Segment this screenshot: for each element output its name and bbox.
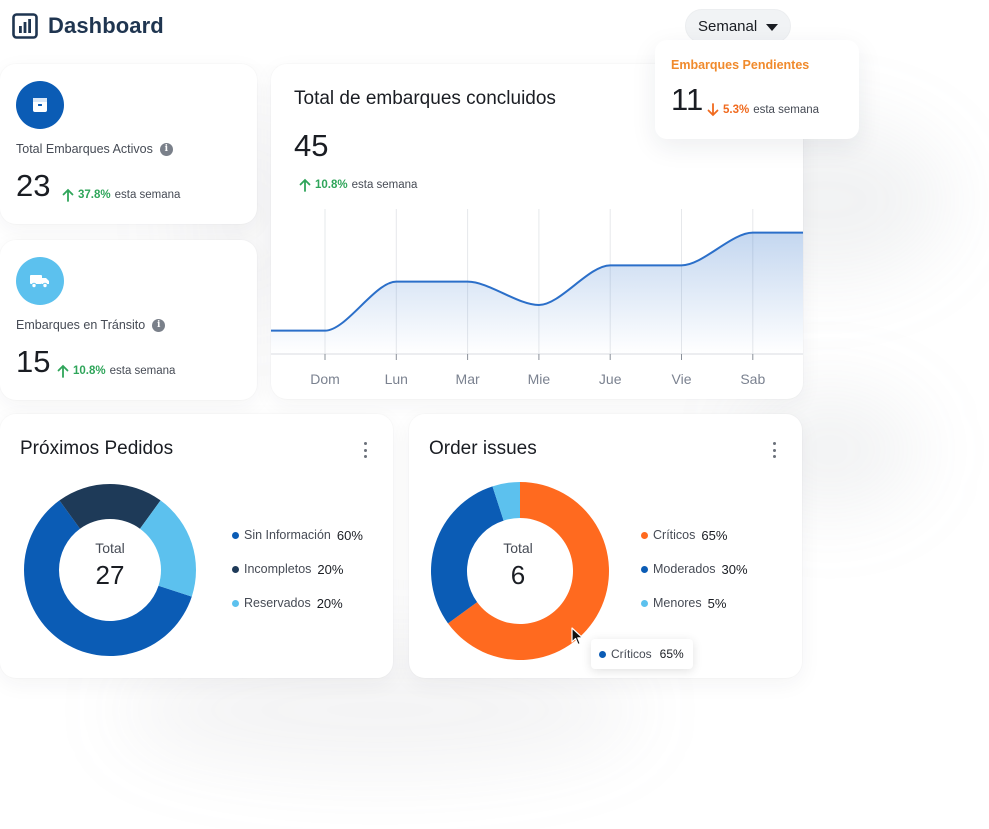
stat-label: Total Embarques Activos i bbox=[16, 142, 173, 156]
truck-icon bbox=[16, 257, 64, 305]
tooltip-color-dot bbox=[599, 650, 606, 658]
card-title: Order issues bbox=[429, 438, 537, 459]
arrow-up-icon bbox=[57, 364, 69, 378]
stat-card-pendientes: Embarques Pendientes 11 5.3% esta semana bbox=[655, 40, 859, 139]
donut-chart bbox=[431, 482, 609, 660]
x-tick-label: Vie bbox=[672, 371, 692, 387]
more-options-icon[interactable] bbox=[771, 442, 777, 458]
card-title: Próximos Pedidos bbox=[20, 438, 174, 459]
donut-slice[interactable] bbox=[59, 484, 161, 529]
stat-label: Embarques en Tránsito i bbox=[16, 318, 166, 332]
trend-indicator: 10.8% esta semana bbox=[57, 364, 175, 378]
legend-item[interactable]: Reservados 20% bbox=[232, 586, 363, 620]
stat-value: 45 bbox=[294, 128, 329, 163]
period-select-value: Semanal bbox=[698, 17, 758, 35]
legend-value: 65% bbox=[701, 527, 728, 543]
legend-item[interactable]: Menores 5% bbox=[641, 586, 748, 620]
legend-value: 30% bbox=[721, 561, 748, 577]
legend-label: Sin Información bbox=[244, 528, 331, 542]
legend-color-dot bbox=[641, 531, 648, 539]
legend-label: Moderados bbox=[653, 562, 716, 576]
donut-slice[interactable] bbox=[492, 482, 520, 521]
trend-indicator: 37.8% esta semana bbox=[62, 188, 180, 202]
trend-indicator: 5.3% esta semana bbox=[707, 103, 819, 117]
legend-color-dot bbox=[641, 599, 648, 607]
donut-total-value: 6 bbox=[510, 560, 526, 590]
legend-color-dot bbox=[232, 565, 239, 573]
area-fill bbox=[271, 232, 803, 354]
chart-tooltip: Críticos 65% bbox=[591, 639, 693, 669]
donut-slice[interactable] bbox=[431, 486, 504, 624]
legend-color-dot bbox=[232, 531, 239, 539]
page-title: Dashboard bbox=[48, 13, 164, 38]
donut-card-proximos: Próximos Pedidos Total 27 Sin Informació… bbox=[0, 414, 393, 678]
card-title: Total de embarques concluidos bbox=[294, 88, 556, 109]
line-chart: Dom Lun Mar Mie Jue Vie Sab bbox=[271, 209, 803, 387]
legend-item[interactable]: Críticos 65% bbox=[641, 518, 748, 552]
donut-card-issues: Order issues Total 6 Críticos 65% Moderado… bbox=[409, 414, 802, 678]
donut-total-label: Total bbox=[503, 540, 533, 556]
legend-value: 20% bbox=[317, 561, 344, 577]
stat-value: 23 bbox=[16, 168, 51, 203]
donut-chart bbox=[24, 484, 196, 656]
legend-item[interactable]: Sin Información 60% bbox=[232, 518, 363, 552]
tooltip-value: 65% bbox=[659, 647, 684, 661]
stat-value: 15 bbox=[16, 344, 51, 379]
stat-label: Embarques Pendientes bbox=[671, 58, 810, 72]
x-tick-label: Mie bbox=[528, 371, 551, 387]
legend-color-dot bbox=[641, 565, 648, 573]
x-tick-label: Dom bbox=[310, 371, 340, 387]
legend-label: Críticos bbox=[653, 528, 696, 542]
arrow-up-icon bbox=[299, 178, 311, 192]
mouse-cursor-icon bbox=[571, 627, 584, 646]
legend-item[interactable]: Incompletos 20% bbox=[232, 552, 363, 586]
stat-value: 11 bbox=[671, 82, 704, 117]
donut-total-label: Total bbox=[95, 540, 125, 556]
legend-label: Incompletos bbox=[244, 562, 312, 576]
bar-chart-icon bbox=[12, 13, 38, 39]
donut-slice[interactable] bbox=[139, 500, 196, 597]
legend-value: 20% bbox=[316, 595, 343, 611]
chart-legend: Críticos 65% Moderados 30% Menores 5% bbox=[641, 518, 748, 620]
legend-color-dot bbox=[232, 599, 239, 607]
tooltip-label: Críticos bbox=[611, 647, 652, 661]
x-tick-label: Lun bbox=[385, 371, 408, 387]
donut-center: Total 6 bbox=[468, 540, 568, 591]
info-icon[interactable]: i bbox=[159, 142, 173, 156]
donut-slice[interactable] bbox=[447, 482, 609, 660]
stat-card-activos: Total Embarques Activos i 23 37.8% esta … bbox=[0, 64, 257, 224]
x-tick-label: Jue bbox=[599, 371, 622, 387]
legend-label: Reservados bbox=[244, 596, 311, 610]
x-tick-label: Sab bbox=[740, 371, 765, 387]
arrow-down-icon bbox=[707, 103, 719, 117]
x-tick-label: Mar bbox=[456, 371, 480, 387]
trend-indicator: 10.8% esta semana bbox=[299, 178, 417, 192]
legend-item[interactable]: Moderados 30% bbox=[641, 552, 748, 586]
donut-total-value: 27 bbox=[95, 560, 125, 590]
caret-down-icon bbox=[766, 23, 779, 31]
period-select[interactable]: Semanal bbox=[685, 9, 791, 43]
series-line bbox=[271, 231, 803, 332]
legend-value: 5% bbox=[707, 595, 727, 611]
chart-legend: Sin Información 60% Incompletos 20% Reservad… bbox=[232, 518, 363, 620]
legend-value: 60% bbox=[336, 527, 363, 543]
donut-center: Total 27 bbox=[60, 540, 160, 591]
more-options-icon[interactable] bbox=[362, 442, 368, 458]
stat-card-transito: Embarques en Tránsito i 15 10.8% esta se… bbox=[0, 240, 257, 400]
donut-slice[interactable] bbox=[24, 500, 192, 656]
box-icon bbox=[16, 81, 64, 129]
info-icon[interactable]: i bbox=[152, 318, 166, 332]
legend-label: Menores bbox=[653, 596, 702, 610]
arrow-up-icon bbox=[62, 188, 74, 202]
dashboard-header: Dashboard bbox=[12, 12, 164, 40]
